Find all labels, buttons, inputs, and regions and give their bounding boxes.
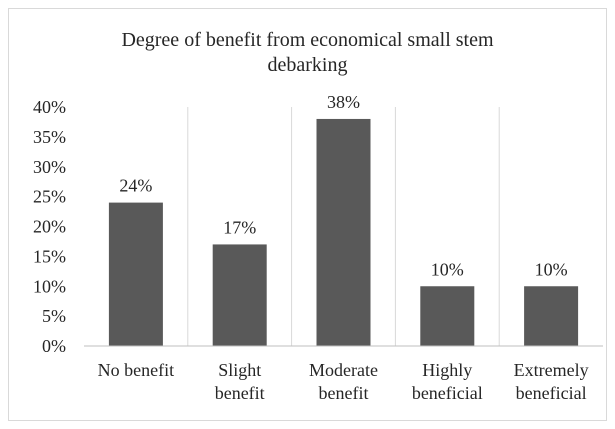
data-label: 38% bbox=[327, 92, 360, 112]
x-category-label: Slight benefit bbox=[215, 360, 265, 403]
x-category-label: No benefit bbox=[98, 360, 174, 380]
bar bbox=[108, 202, 163, 346]
x-category-label-line: Extremely bbox=[514, 360, 589, 380]
chart-title-line-1: Degree of benefit from economical small … bbox=[121, 29, 494, 51]
chart-title: Degree of benefit from economical small … bbox=[0, 28, 615, 78]
y-tick-label: 0% bbox=[42, 336, 66, 356]
bar bbox=[524, 286, 579, 346]
chart-title-line-2: debarking bbox=[267, 54, 348, 76]
bar bbox=[212, 244, 267, 346]
y-tick-label: 25% bbox=[33, 187, 66, 207]
data-label: 24% bbox=[119, 176, 152, 196]
x-axis-categories: No benefit Slight benefit Moderate benefit Hi… bbox=[98, 360, 589, 403]
x-category-label-line: Slight bbox=[218, 360, 261, 380]
bar bbox=[420, 286, 475, 346]
x-category-label-line: benefit bbox=[215, 383, 265, 403]
y-tick-label: 35% bbox=[33, 127, 66, 147]
bar-layer bbox=[108, 118, 579, 346]
bar bbox=[316, 118, 371, 346]
x-category-label: Extremely beneficial bbox=[514, 360, 589, 403]
x-category-label-line: beneficial bbox=[412, 383, 483, 403]
data-label: 17% bbox=[223, 217, 256, 237]
y-tick-label: 5% bbox=[42, 306, 66, 326]
data-labels: 24% 17% 38% 10% 10% bbox=[119, 92, 567, 279]
x-category-label-line: Moderate bbox=[309, 360, 378, 380]
y-tick-label: 30% bbox=[33, 157, 66, 177]
x-category-label: Highly beneficial bbox=[412, 360, 483, 403]
chart-frame bbox=[8, 8, 607, 421]
y-tick-label: 20% bbox=[33, 217, 66, 237]
grid-layer bbox=[187, 107, 500, 346]
data-label: 10% bbox=[535, 259, 568, 279]
y-tick-label: 40% bbox=[33, 97, 66, 117]
x-category-label: Moderate benefit bbox=[309, 360, 378, 403]
data-label: 10% bbox=[431, 259, 464, 279]
x-category-label-line: No benefit bbox=[98, 360, 174, 380]
y-tick-label: 10% bbox=[33, 276, 66, 296]
y-tick-label: 15% bbox=[33, 246, 66, 266]
x-category-label-line: benefit bbox=[319, 383, 369, 403]
x-category-label-line: Highly bbox=[422, 360, 472, 380]
x-category-label-line: beneficial bbox=[516, 383, 587, 403]
y-axis-ticks: 0% 5% 10% 15% 20% 25% 30% 35% 40% bbox=[33, 97, 66, 356]
